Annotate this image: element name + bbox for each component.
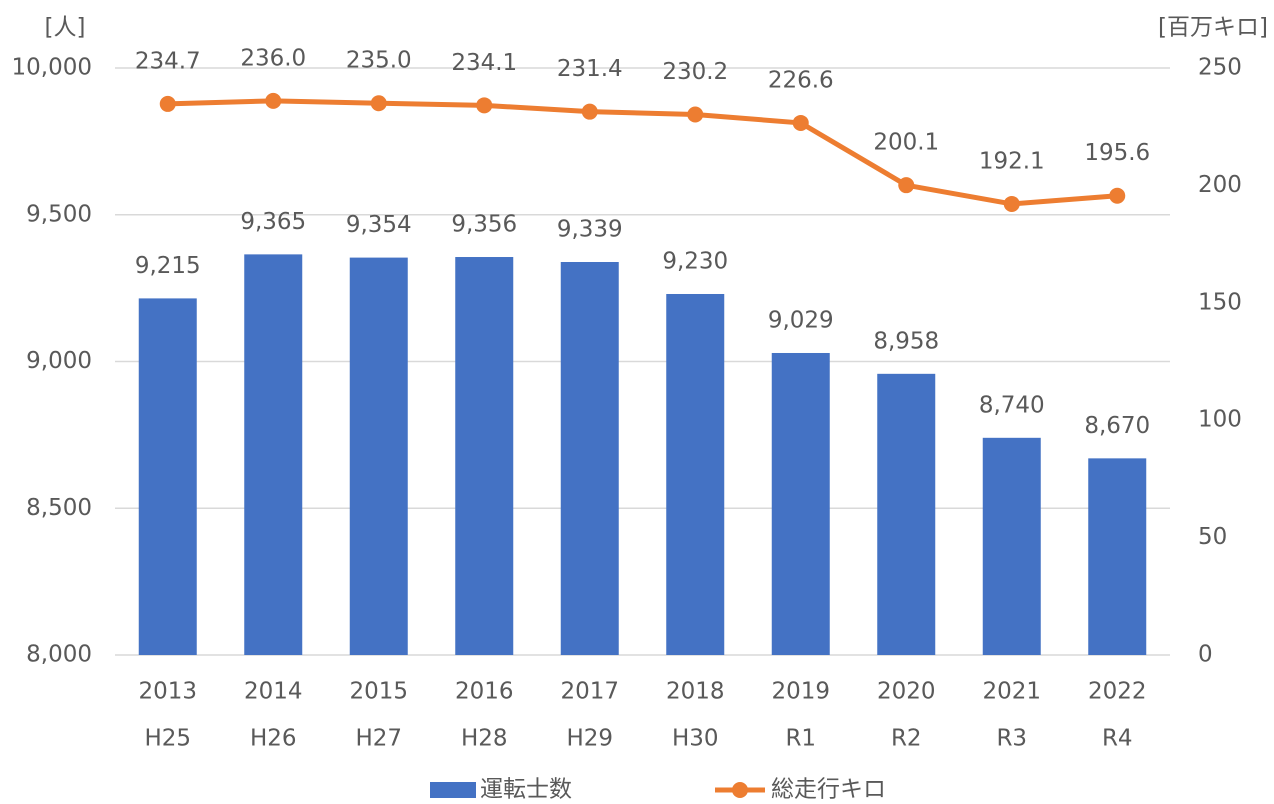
line-value-label: 230.2	[662, 59, 728, 85]
x-tick-label: 2022	[1088, 679, 1147, 705]
bar	[771, 352, 830, 655]
line-marker	[1003, 195, 1020, 212]
bar	[1088, 458, 1147, 655]
legend-label: 運転士数	[480, 777, 572, 803]
y-axis-label: [人]	[45, 15, 86, 41]
x-tick-label: 2016	[455, 679, 514, 705]
x-tick-label: 2017	[560, 679, 619, 705]
y2-tick-label: 200	[1198, 172, 1242, 198]
bar-value-label: 9,029	[768, 307, 834, 333]
x-tick-label: R2	[891, 726, 922, 752]
bar-value-label: 8,958	[873, 328, 939, 354]
line-value-label: 234.7	[135, 48, 201, 74]
x-tick-label: H27	[355, 726, 402, 752]
bar	[244, 254, 303, 655]
bar-value-label: 8,740	[979, 392, 1045, 418]
line-value-label: 195.6	[1084, 140, 1150, 166]
bar	[666, 293, 725, 655]
y2-tick-label: 100	[1198, 407, 1242, 433]
x-tick-label: R3	[996, 726, 1027, 752]
x-tick-label: H28	[461, 726, 508, 752]
x-tick-label: 2014	[244, 679, 303, 705]
y-tick-label: 8,000	[26, 642, 92, 668]
bar	[455, 257, 514, 655]
bar	[138, 298, 197, 655]
bar-value-label: 9,354	[346, 212, 412, 238]
x-tick-label: R4	[1102, 726, 1133, 752]
line-marker	[159, 95, 176, 112]
line-value-label: 236.0	[240, 45, 306, 71]
line-marker	[1109, 187, 1126, 204]
x-tick-label: 2015	[349, 679, 408, 705]
line-marker	[687, 106, 704, 123]
bar-value-label: 9,356	[451, 212, 517, 238]
y-tick-label: 9,000	[26, 348, 92, 374]
line	[167, 98, 1118, 207]
bar-value-label: 9,230	[662, 248, 728, 274]
y-tick-label: 9,500	[26, 201, 92, 227]
x-tick-label: 2020	[877, 679, 936, 705]
x-tick-label: 2019	[771, 679, 830, 705]
bar-value-label: 9,365	[240, 209, 306, 235]
line-marker	[370, 95, 387, 112]
y-tick-label: 10,000	[12, 55, 92, 81]
x-tick-label: H26	[250, 726, 297, 752]
line-marker	[792, 114, 809, 131]
x-tick-label: 2018	[666, 679, 725, 705]
line-value-label: 192.1	[979, 148, 1045, 174]
x-tick-label: H30	[672, 726, 719, 752]
bar	[877, 373, 936, 655]
bar-value-label: 9,215	[135, 253, 201, 279]
x-tick-label: 2021	[982, 679, 1041, 705]
line-marker	[581, 103, 598, 120]
bar-value-label: 8,670	[1084, 413, 1150, 439]
bar	[560, 262, 619, 655]
legend-swatch	[430, 782, 476, 798]
line-value-label: 226.6	[768, 67, 834, 93]
line-marker	[265, 92, 282, 109]
legend-label: 総走行キロ	[771, 777, 886, 803]
y-tick-label: 8,500	[26, 495, 92, 521]
line-value-label: 235.0	[346, 48, 412, 74]
x-tick-label: H29	[566, 726, 613, 752]
x-tick-label: H25	[144, 726, 191, 752]
line-marker	[898, 177, 915, 194]
bar	[349, 257, 408, 655]
line-marker	[476, 97, 493, 114]
x-tick-label: 2013	[138, 679, 197, 705]
legend-marker	[732, 782, 748, 798]
y2-tick-label: 0	[1198, 642, 1213, 668]
bar	[982, 437, 1041, 655]
bar-value-label: 9,339	[557, 217, 623, 243]
line-value-label: 231.4	[557, 56, 623, 82]
y2-tick-label: 50	[1198, 524, 1227, 550]
line-value-label: 234.1	[451, 50, 517, 76]
y2-tick-label: 250	[1198, 55, 1242, 81]
x-tick-label: R1	[785, 726, 816, 752]
line-value-label: 200.1	[873, 130, 939, 156]
y2-tick-label: 150	[1198, 289, 1242, 315]
y2-axis-label: [百万キロ]	[1158, 15, 1268, 41]
